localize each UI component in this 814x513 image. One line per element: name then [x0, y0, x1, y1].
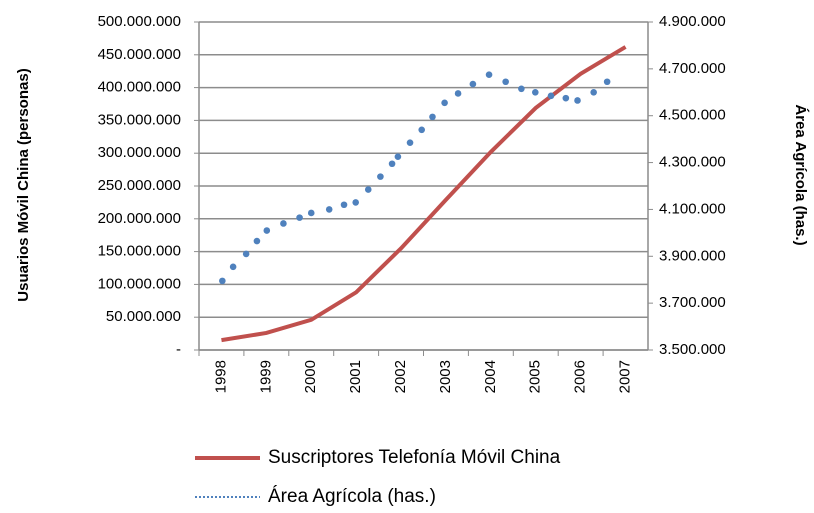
x-tick-label: 1998 [212, 360, 229, 393]
y-tick-label: 300.000.000 [98, 144, 181, 161]
y-tick-label: - [176, 341, 181, 358]
legend-label: Suscriptores Telefonía Móvil China [268, 447, 561, 468]
data-point [253, 237, 261, 245]
x-tick-label: 2000 [302, 360, 319, 393]
y-tick-label: 100.000.000 [98, 275, 181, 292]
y2-tick-label: 3.700.000 [659, 294, 726, 311]
data-point [364, 186, 372, 193]
data-point [307, 209, 315, 217]
y2-tick-label: 3.900.000 [659, 247, 726, 264]
y-tick-label: 450.000.000 [98, 46, 181, 63]
data-point [429, 113, 436, 121]
data-line [221, 45, 627, 343]
data-point [562, 94, 570, 102]
y-tick-label: 50.000.000 [106, 308, 181, 325]
data-point [388, 160, 396, 168]
data-point [242, 250, 250, 258]
data-point [325, 206, 333, 213]
data-point [406, 139, 414, 146]
y2-tick-label: 4.900.000 [659, 13, 726, 30]
y-tick-label: 400.000.000 [98, 79, 181, 96]
data-point [532, 88, 539, 96]
data-point [229, 263, 237, 271]
data-point [296, 214, 303, 221]
x-tick-label: 2005 [527, 360, 544, 393]
data-point [377, 173, 384, 180]
y2-axis-title: Área Agrícola (has.) [792, 104, 809, 245]
data-point [574, 97, 581, 104]
x-tick-label: 2002 [392, 360, 409, 393]
data-point [518, 85, 525, 93]
data-point [394, 153, 402, 161]
y-tick-label: 250.000.000 [98, 177, 181, 194]
y-axis-title: Usuarios Móvil China (personas) [15, 68, 32, 301]
y2-tick-label: 4.100.000 [659, 200, 726, 217]
data-point [352, 199, 360, 206]
y-tick-label: 500.000.000 [98, 13, 181, 30]
data-point [441, 99, 448, 107]
legend-label: Área Agrícola (has.) [268, 486, 436, 507]
data-point [502, 78, 509, 86]
y2-tick-label: 4.700.000 [659, 60, 726, 77]
data-point [263, 227, 271, 234]
y2-tick-label: 4.300.000 [659, 154, 726, 171]
x-tick-label: 1999 [257, 360, 274, 393]
x-tick-label: 2004 [482, 360, 499, 393]
x-tick-label: 2003 [437, 360, 454, 393]
data-point [280, 220, 287, 227]
data-point [454, 90, 462, 97]
y-tick-label: 200.000.000 [98, 210, 181, 227]
data-point [469, 80, 477, 88]
data-point [418, 126, 426, 134]
y-tick-label: 350.000.000 [98, 111, 181, 128]
y2-tick-label: 3.500.000 [659, 341, 726, 358]
data-point [219, 277, 226, 285]
data-point [485, 71, 493, 79]
data-point [603, 78, 611, 86]
x-tick-label: 2001 [347, 360, 364, 393]
data-point [590, 88, 597, 96]
y-tick-label: 150.000.000 [98, 243, 181, 260]
data-point [340, 201, 348, 209]
data-point [547, 92, 555, 100]
y2-tick-label: 4.500.000 [659, 107, 726, 124]
x-tick-label: 2007 [617, 360, 634, 393]
x-tick-label: 2006 [572, 360, 589, 393]
